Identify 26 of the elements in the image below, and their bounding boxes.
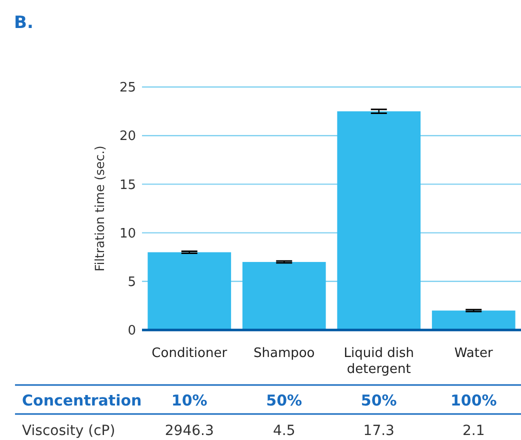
text: 17.3 (363, 422, 394, 439)
bar (148, 252, 232, 330)
bar (432, 310, 516, 330)
y-tick-label: 15 (119, 178, 136, 193)
x-tick-label: Shampoo (253, 346, 315, 361)
x-tick-label: Water (454, 346, 494, 361)
y-tick-label: 5 (128, 274, 136, 290)
text: 2.1 (462, 422, 485, 439)
x-tick-label: Liquid dish detergent (344, 346, 414, 377)
text: 50% (360, 391, 397, 410)
chart-title: B. (14, 13, 34, 33)
text: 10% (171, 391, 208, 410)
bar (337, 111, 421, 330)
y-tick-label: 20 (119, 129, 136, 144)
text: 100% (450, 391, 497, 410)
text: Concentration (22, 391, 142, 410)
text: 50% (266, 391, 302, 410)
y-axis-title: Filtration time (sec.) (92, 146, 107, 272)
y-tick-label: 0 (128, 324, 136, 339)
y-tick-label: 10 (119, 226, 136, 242)
text: 4.5 (272, 422, 296, 439)
bar (242, 262, 326, 330)
text: Viscosity (cP) (22, 422, 116, 439)
text: 2946.3 (164, 422, 214, 439)
y-tick-label: 25 (119, 80, 136, 96)
x-tick-label: Conditioner (152, 346, 228, 361)
